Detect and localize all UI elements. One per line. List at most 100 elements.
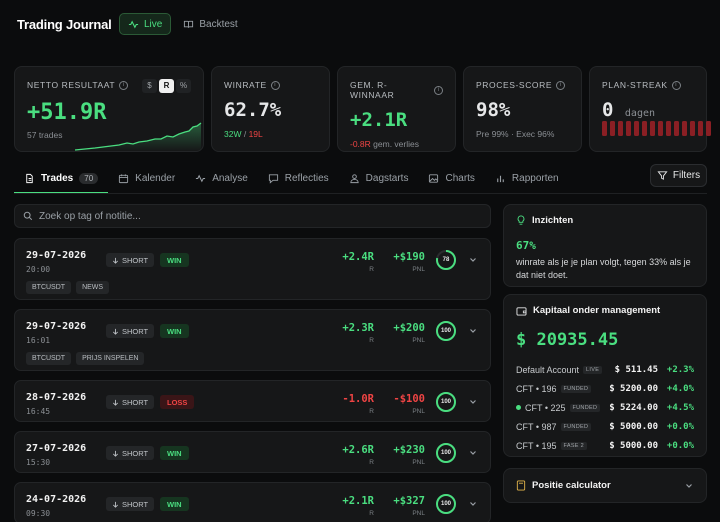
trade-side-badge: SHORT [106, 446, 154, 460]
chevron-down-icon[interactable] [468, 499, 478, 509]
arrow-down-icon [112, 450, 118, 457]
trade-row[interactable]: 27-07-2026 15:30 SHORT WIN +2.6R R +$230 PNL 100 [14, 431, 491, 473]
streak-bar [610, 121, 615, 136]
account-badge: FUNDED [569, 403, 601, 412]
info-icon[interactable]: i [556, 80, 566, 90]
app-header: Trading Journal [17, 10, 112, 38]
tab-trades-label: Trades [41, 173, 74, 184]
stat-card-streak: PLAN-STREAK i 0 dagen [589, 66, 711, 152]
trade-score-value: 100 [440, 501, 451, 507]
info-icon[interactable]: i [671, 80, 681, 90]
search-bar [14, 204, 491, 228]
account-change: +0.0% [666, 440, 694, 451]
winrate-wins: 32W [224, 129, 242, 139]
streak-bar [674, 121, 679, 136]
message-icon [268, 174, 278, 184]
tab-rapporten[interactable]: Rapporten [485, 165, 569, 192]
score-ring-icon [436, 494, 456, 514]
stat-label-netto: NETTO RESULTAAT [27, 80, 116, 90]
trade-tag[interactable]: NEWS [76, 281, 110, 294]
streak-bar [626, 121, 631, 136]
account-row[interactable]: CFT • 987 FUNDED $ 5000.00 +0.0% [516, 417, 694, 436]
tab-trades[interactable]: Trades 70 [14, 165, 109, 194]
trade-pnl-value: +$327 [393, 495, 425, 507]
wallet-icon [516, 306, 527, 316]
streak-bar [698, 121, 703, 136]
tab-charts[interactable]: Charts [418, 165, 484, 192]
info-icon[interactable]: i [119, 80, 129, 90]
account-row[interactable]: CFT • 225 FUNDED $ 5224.00 +4.5% [516, 398, 694, 417]
position-calculator-panel[interactable]: Positie calculator [503, 468, 707, 503]
account-row[interactable]: CFT • 196 FUNDED $ 5200.00 +4.0% [516, 379, 694, 398]
filters-label: Filters [672, 170, 701, 181]
trade-row[interactable]: 29-07-2026 20:00 SHORT WIN +2.4R R +$190 PNL 78 B… [14, 238, 491, 300]
unit-r-button[interactable]: R [159, 79, 174, 93]
mode-backtest-label: Backtest [199, 18, 238, 30]
activity-icon [196, 174, 206, 183]
trade-pnl-value: -$100 [393, 393, 425, 405]
account-badge: FUNDED [560, 384, 592, 393]
trade-pnl-value: +$190 [393, 251, 425, 263]
trade-tag[interactable]: BTCUSDT [26, 281, 72, 294]
chevron-down-icon[interactable] [468, 448, 478, 458]
streak-bar [634, 121, 639, 136]
search-input[interactable] [39, 210, 439, 222]
tab-analyse[interactable]: Analyse [185, 165, 258, 192]
streak-bar [602, 121, 607, 136]
streak-bars [602, 121, 711, 136]
tab-dagstarts[interactable]: Dagstarts [339, 165, 419, 192]
info-icon[interactable]: i [434, 85, 443, 95]
stat-label-streak: PLAN-STREAK [602, 80, 668, 90]
trade-side-badge: SHORT [106, 324, 154, 338]
trade-tag[interactable]: PRIJS INSPELEN [76, 352, 145, 365]
trade-time: 16:45 [26, 407, 51, 416]
chevron-down-icon[interactable] [468, 255, 478, 265]
lightbulb-icon [517, 215, 525, 225]
mode-backtest-button[interactable]: Backtest [175, 13, 245, 35]
arrow-down-icon [112, 399, 118, 406]
capital-total: $ 20935.45 [516, 330, 619, 350]
chevron-down-icon[interactable] [468, 326, 478, 336]
account-name: CFT • 225 [525, 402, 566, 413]
user-icon [350, 174, 359, 184]
streak-bar [658, 121, 663, 136]
trade-date: 29-07-2026 [26, 321, 87, 332]
account-badge: LIVE [583, 365, 603, 374]
account-row[interactable]: Default Account LIVE $ 511.45 +2.3% [516, 360, 694, 379]
trade-r-value: +2.3R [342, 322, 374, 334]
trade-time: 16:01 [26, 336, 51, 345]
trade-score-ring: 78 [435, 249, 457, 271]
score-ring-icon [436, 321, 456, 341]
account-badge: FUNDED [560, 422, 592, 431]
chevron-down-icon[interactable] [468, 397, 478, 407]
tab-reflecties[interactable]: Reflecties [258, 165, 339, 192]
account-value: $ 5224.00 [609, 402, 658, 413]
calendar-icon [119, 174, 129, 184]
trade-pnl-unit: PNL [412, 459, 425, 466]
trade-tag[interactable]: BTCUSDT [26, 352, 72, 365]
tab-dagstarts-label: Dagstarts [365, 173, 409, 184]
trade-row[interactable]: 24-07-2026 09:30 SHORT WIN +2.1R R +$327 PNL 100 [14, 482, 491, 522]
mode-live-button[interactable]: Live [119, 13, 172, 35]
streak-bar [690, 121, 695, 136]
trade-pnl-value: +$230 [393, 444, 425, 456]
trade-date: 27-07-2026 [26, 443, 87, 454]
tab-kalender[interactable]: Kalender [108, 165, 185, 192]
filters-button[interactable]: Filters [650, 164, 707, 187]
unit-dollar-button[interactable]: $ [142, 79, 157, 93]
trade-row[interactable]: 29-07-2026 16:01 SHORT WIN +2.3R R +$200 PNL 100… [14, 309, 491, 371]
streak-bar [618, 121, 623, 136]
stat-card-avg-r: GEM. R-WINNAAR i +2.1R -0.8R gem. verlies [337, 66, 456, 152]
trade-row[interactable]: 28-07-2026 16:45 SHORT LOSS -1.0R R -$100 PNL 10… [14, 380, 491, 422]
info-icon[interactable]: i [270, 80, 280, 90]
activity-icon [128, 20, 139, 28]
trade-side-label: SHORT [121, 255, 149, 265]
unit-percent-button[interactable]: % [176, 79, 191, 93]
avg-loss-value: -0.8R [350, 139, 371, 149]
trade-r-value: +2.4R [342, 251, 374, 263]
account-row[interactable]: CFT • 195 FASE 2 $ 5000.00 +0.0% [516, 436, 694, 455]
trade-time: 15:30 [26, 458, 51, 467]
account-change: +0.0% [666, 421, 694, 432]
arrow-down-icon [112, 257, 118, 264]
avg-loss-label: gem. verlies [370, 139, 419, 149]
